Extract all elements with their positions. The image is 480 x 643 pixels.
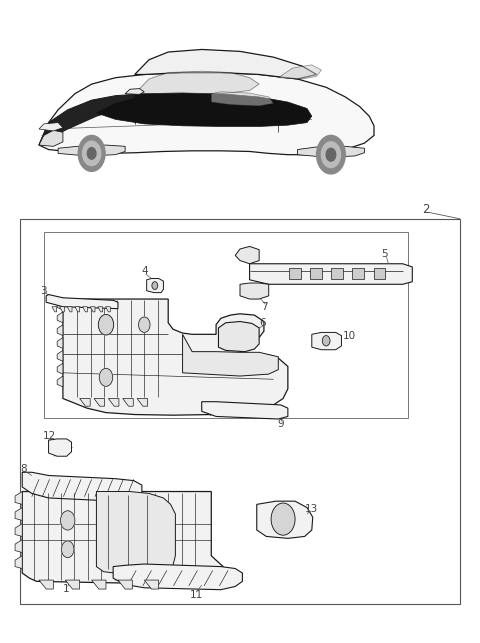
Polygon shape	[240, 283, 269, 299]
Polygon shape	[98, 307, 103, 312]
Polygon shape	[218, 322, 259, 352]
Polygon shape	[123, 399, 133, 406]
Polygon shape	[298, 147, 364, 158]
Polygon shape	[312, 332, 341, 350]
Polygon shape	[15, 523, 22, 536]
Polygon shape	[90, 307, 95, 312]
Bar	[44, 231, 408, 418]
Polygon shape	[278, 65, 322, 79]
Polygon shape	[48, 439, 72, 457]
Polygon shape	[39, 93, 192, 145]
Polygon shape	[22, 491, 223, 584]
Polygon shape	[52, 307, 57, 312]
Polygon shape	[57, 338, 63, 349]
Text: 2: 2	[422, 203, 430, 215]
Polygon shape	[182, 334, 278, 376]
Circle shape	[98, 314, 114, 335]
Polygon shape	[57, 363, 63, 374]
Text: 13: 13	[305, 504, 318, 514]
Polygon shape	[15, 539, 22, 552]
Polygon shape	[67, 307, 72, 312]
Polygon shape	[15, 556, 22, 568]
Polygon shape	[118, 580, 132, 589]
Circle shape	[322, 142, 340, 168]
Polygon shape	[96, 491, 175, 574]
Polygon shape	[147, 278, 163, 293]
Polygon shape	[106, 307, 110, 312]
Polygon shape	[60, 307, 64, 312]
Polygon shape	[22, 472, 142, 501]
Circle shape	[317, 136, 345, 174]
Polygon shape	[39, 131, 63, 147]
Circle shape	[271, 503, 295, 535]
Polygon shape	[63, 299, 288, 415]
Circle shape	[60, 511, 75, 530]
Circle shape	[323, 336, 330, 346]
Polygon shape	[39, 123, 63, 131]
Circle shape	[78, 136, 105, 172]
Polygon shape	[58, 145, 125, 156]
Polygon shape	[137, 399, 148, 406]
Circle shape	[83, 141, 101, 166]
Polygon shape	[92, 580, 106, 589]
Polygon shape	[250, 264, 412, 284]
Bar	[311, 268, 322, 278]
Polygon shape	[57, 299, 63, 310]
Circle shape	[87, 148, 96, 159]
Polygon shape	[57, 376, 63, 387]
Polygon shape	[135, 50, 317, 79]
Circle shape	[99, 368, 113, 386]
Polygon shape	[46, 294, 118, 309]
Text: 11: 11	[190, 590, 203, 601]
Polygon shape	[202, 402, 288, 419]
Polygon shape	[75, 307, 80, 312]
Polygon shape	[94, 399, 105, 406]
Polygon shape	[108, 399, 119, 406]
Text: 8: 8	[20, 464, 26, 474]
Polygon shape	[235, 246, 259, 264]
Polygon shape	[211, 92, 274, 106]
Polygon shape	[57, 350, 63, 361]
Polygon shape	[83, 307, 87, 312]
Bar	[20, 219, 460, 604]
Polygon shape	[135, 71, 259, 94]
Polygon shape	[257, 501, 313, 538]
Polygon shape	[57, 325, 63, 336]
Bar	[289, 268, 301, 278]
Polygon shape	[15, 507, 22, 520]
Text: 7: 7	[262, 302, 268, 312]
Bar	[352, 268, 364, 278]
Text: 1: 1	[63, 584, 70, 594]
Polygon shape	[113, 564, 242, 590]
Text: 12: 12	[42, 431, 56, 440]
Circle shape	[152, 282, 157, 289]
Text: 5: 5	[381, 249, 388, 259]
Text: 4: 4	[142, 266, 148, 276]
Polygon shape	[39, 73, 374, 155]
Polygon shape	[57, 312, 63, 323]
Polygon shape	[39, 580, 53, 589]
Polygon shape	[144, 580, 158, 589]
Circle shape	[61, 541, 74, 557]
Polygon shape	[125, 89, 144, 95]
Bar	[331, 268, 343, 278]
Circle shape	[139, 317, 150, 332]
Text: 9: 9	[277, 419, 284, 429]
Polygon shape	[15, 491, 22, 504]
Circle shape	[326, 149, 336, 161]
Bar	[373, 268, 385, 278]
Text: 3: 3	[40, 285, 47, 296]
Polygon shape	[96, 93, 312, 127]
Text: 6: 6	[259, 318, 266, 329]
Polygon shape	[80, 399, 90, 406]
Text: 10: 10	[343, 331, 356, 341]
Polygon shape	[65, 580, 80, 589]
